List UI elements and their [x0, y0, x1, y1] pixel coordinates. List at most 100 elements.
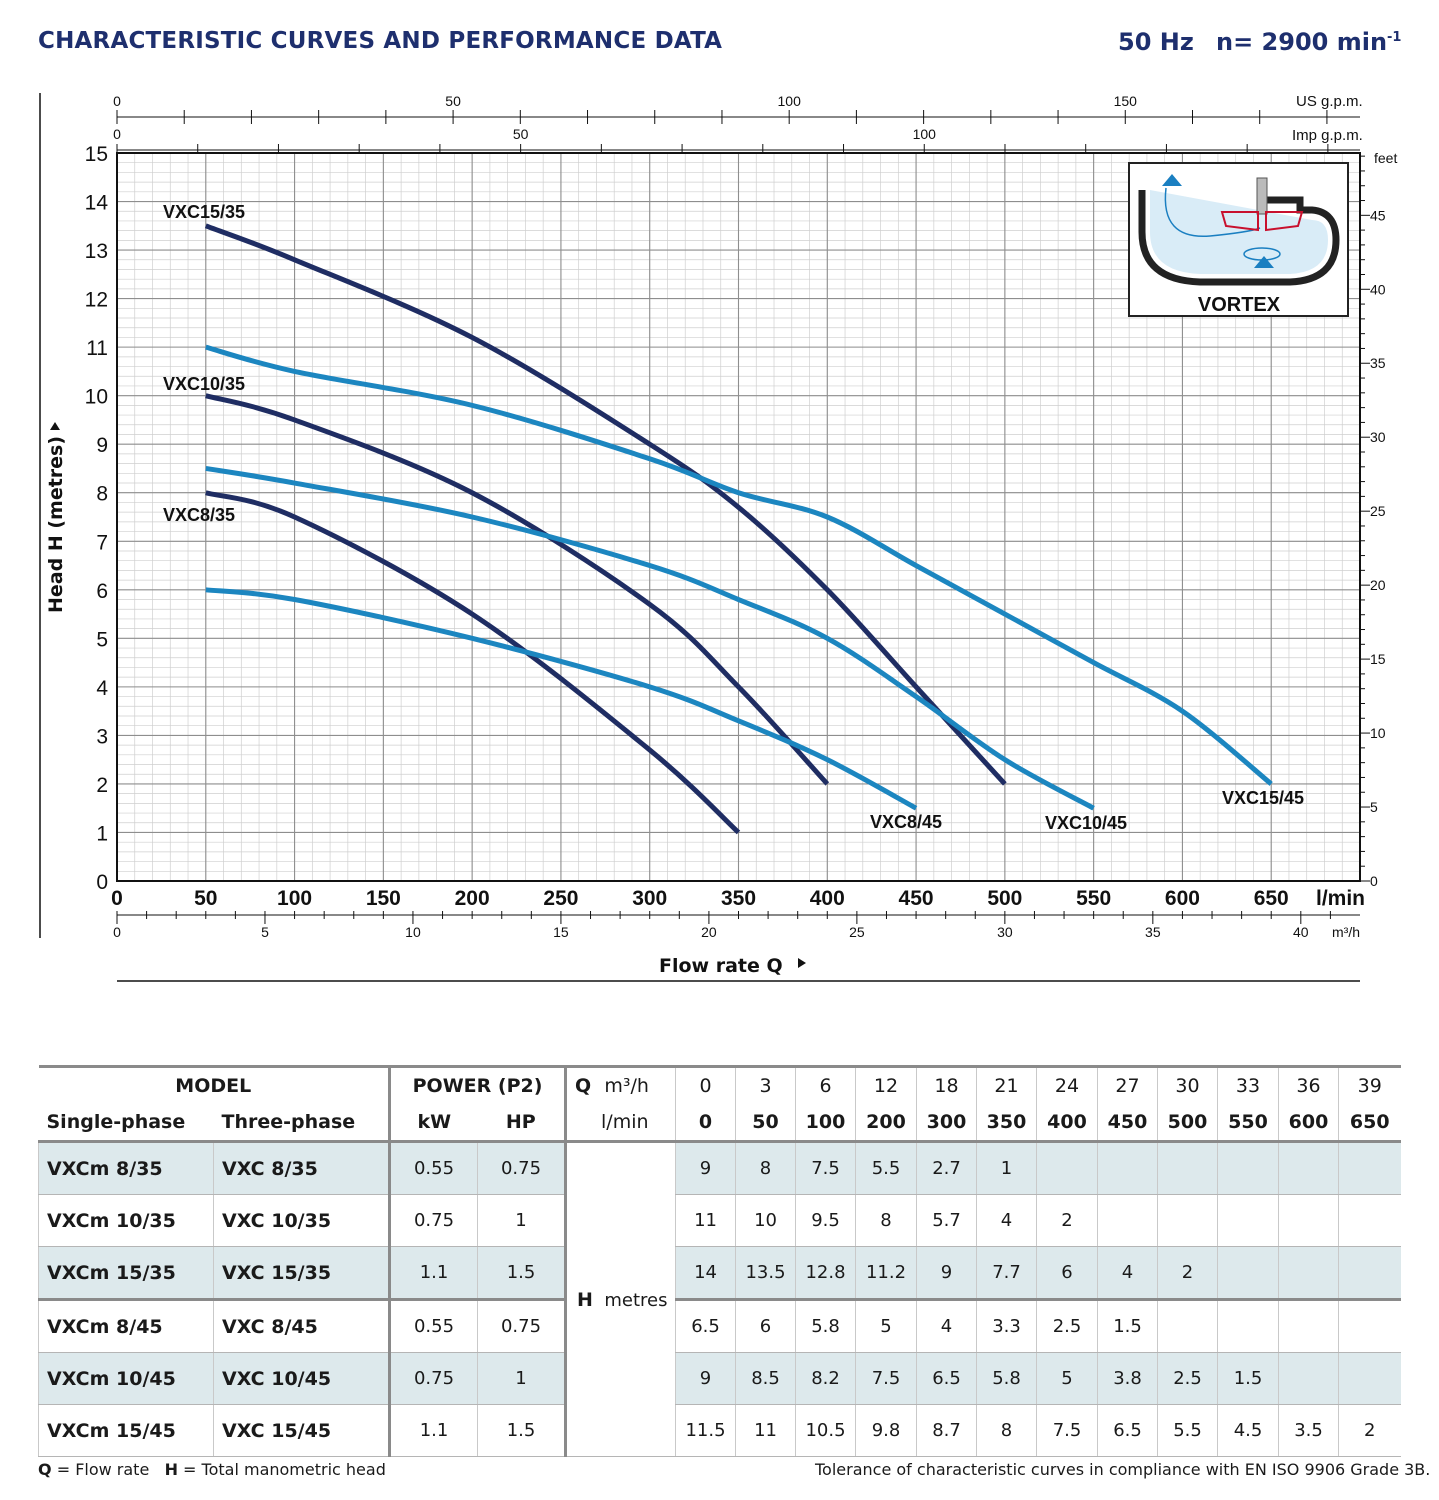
impgpm-tick-label: 100 [913, 126, 937, 142]
feet-tick-label: 5 [1370, 799, 1378, 815]
cell-head-value [1278, 1194, 1339, 1247]
cell-kw: 0.75 [389, 1352, 478, 1405]
cell-head-value [1338, 1141, 1401, 1195]
series-label: VXC15/35 [163, 202, 245, 222]
th-single: Single-phase [38, 1104, 214, 1143]
cell-head-value: 6 [1036, 1246, 1098, 1300]
cell-single-phase: VXCm 15/35 [38, 1246, 214, 1300]
cell-head-value [1157, 1141, 1218, 1195]
y-tick-label: 5 [96, 628, 108, 651]
m3h-tick-label: 0 [113, 924, 121, 940]
table-row: VXCm 10/45 VXC 10/45 0.75 1 9 8.5 8.2 7.5 6.5 5.8… [38, 1352, 1401, 1405]
footer-h: H [164, 1460, 178, 1479]
cell-head-value: 8 [976, 1404, 1037, 1457]
cell-head-value: 5.5 [855, 1141, 917, 1195]
cell-single-phase: VXCm 8/45 [38, 1298, 214, 1353]
y-tick-label: 0 [96, 871, 108, 894]
feet-tick-label: 25 [1370, 503, 1386, 519]
top-usgpm-label: US g.p.m. [1296, 93, 1363, 110]
series-line-vxc10-45 [205, 465, 1095, 811]
cell-head-value: 1.5 [1097, 1298, 1158, 1353]
performance-table: MODEL POWER (P2) Q m³/h 0 3 6 12 18 21 24 27 30 3… [38, 1065, 1401, 1457]
cell-head-value: 7.5 [795, 1141, 856, 1195]
cell-kw: 0.55 [389, 1298, 478, 1353]
cell-head-value: 10 [735, 1194, 796, 1247]
cell-three-phase: VXC 15/45 [212, 1404, 392, 1457]
cell-hp: 1 [477, 1194, 568, 1247]
th-q-m3h-value: 27 [1097, 1065, 1158, 1104]
cell-three-phase: VXC 10/45 [212, 1352, 392, 1405]
y-axis-arrow-icon [50, 422, 60, 430]
m3h-tick-label: 30 [997, 924, 1013, 940]
cell-head-value: 5 [855, 1298, 917, 1353]
cell-head-value [1338, 1246, 1401, 1300]
x-unit-label: l/min [1316, 887, 1365, 910]
th-m3h-unit: m³/h [604, 1075, 649, 1097]
cell-head-value: 13.5 [735, 1246, 796, 1300]
up-arrow-icon [1162, 174, 1274, 268]
cell-head-value: 11.5 [675, 1404, 736, 1457]
footer-legend: Q = Flow rate H = Total manometric head [38, 1460, 386, 1479]
footer-q: Q [38, 1460, 52, 1479]
m3h-tick-label: 10 [405, 924, 421, 940]
cell-head-value: 5.7 [916, 1194, 977, 1247]
cell-kw: 1.1 [389, 1246, 478, 1300]
cell-single-phase: VXCm 8/35 [38, 1141, 214, 1195]
cell-head-value: 5.5 [1157, 1404, 1218, 1457]
cell-head-value: 9 [916, 1246, 977, 1300]
h-unit: metres [604, 1289, 668, 1311]
th-q-m3h-value: 18 [916, 1065, 977, 1104]
th-hp: HP [477, 1104, 568, 1143]
table-row: VXCm 8/35 VXC 8/35 0.55 0.75 H metres 9 8 7.5 5.… [38, 1141, 1401, 1457]
table-header-row-1: MODEL POWER (P2) Q m³/h 0 3 6 12 18 21 24 27 30 3… [38, 1065, 1401, 1104]
m3h-tick-label: 40 [1293, 924, 1309, 940]
cell-head-value: 7.5 [1036, 1404, 1098, 1457]
footer-tolerance: Tolerance of characteristic curves in co… [815, 1460, 1431, 1479]
feet-tick-label: 0 [1370, 873, 1378, 889]
table-row: VXCm 15/35 VXC 15/35 1.1 1.5 14 13.5 12.8 11.2 9… [38, 1246, 1401, 1300]
cell-kw: 0.75 [389, 1194, 478, 1247]
speed-prefix: n= 2900 min [1216, 28, 1388, 56]
th-q-m3h-value: 33 [1217, 1065, 1279, 1104]
cell-head-value [1217, 1194, 1279, 1247]
th-q-m3h: Q m³/h [565, 1065, 677, 1104]
usgpm-tick-label: 100 [778, 93, 802, 109]
cell-head-value: 2 [1338, 1404, 1401, 1457]
cell-kw: 1.1 [389, 1404, 478, 1457]
cell-h-metres: H metres [565, 1141, 676, 1457]
x-tick-label: 550 [1076, 887, 1111, 910]
th-q-lmin-value: 400 [1036, 1104, 1098, 1143]
top-impgpm-label: Imp g.p.m. [1292, 127, 1363, 144]
th-three: Three-phase [213, 1104, 392, 1143]
x-tick-label: 500 [987, 887, 1022, 910]
cell-head-value: 11 [675, 1194, 736, 1247]
cell-three-phase: VXC 8/35 [212, 1141, 392, 1195]
table-header-row-2: Single-phase Three-phase kW HP l/min 0 50… [38, 1104, 1401, 1143]
th-q-lmin-value: 650 [1338, 1104, 1401, 1143]
y-tick-label: 15 [85, 143, 108, 166]
cell-head-value [1097, 1194, 1158, 1247]
y-tick-label: 6 [96, 580, 108, 603]
bottom-m3h-label: m³/h [1332, 924, 1360, 940]
footer-q-text: = Flow rate [51, 1460, 150, 1479]
cell-hp: 0.75 [477, 1141, 568, 1195]
cell-three-phase: VXC 15/35 [212, 1246, 392, 1300]
cell-head-value: 2 [1036, 1194, 1098, 1247]
x-axis-arrow-icon [798, 958, 806, 968]
cell-head-value: 6.5 [916, 1352, 977, 1405]
table-row: VXCm 8/45 VXC 8/45 0.55 0.75 6.5 6 5.8 5 4 3.3 2.5… [38, 1298, 1401, 1353]
cell-head-value [1097, 1141, 1158, 1195]
page-title: CHARACTERISTIC CURVES AND PERFORMANCE DA… [38, 28, 723, 54]
cell-hp: 1 [477, 1352, 568, 1405]
cell-head-value [1278, 1298, 1339, 1353]
y-tick-label: 1 [96, 822, 108, 845]
y-tick-label: 4 [96, 677, 108, 700]
th-kw: kW [389, 1104, 478, 1143]
th-q-lmin-value: 500 [1157, 1104, 1218, 1143]
cell-head-value: 9 [675, 1352, 736, 1405]
feet-tick-label: 20 [1370, 577, 1386, 593]
cell-head-value: 2.7 [916, 1141, 977, 1195]
cell-head-value: 1.5 [1217, 1352, 1279, 1405]
cell-single-phase: VXCm 15/45 [38, 1404, 214, 1457]
cell-head-value: 2.5 [1036, 1298, 1098, 1353]
